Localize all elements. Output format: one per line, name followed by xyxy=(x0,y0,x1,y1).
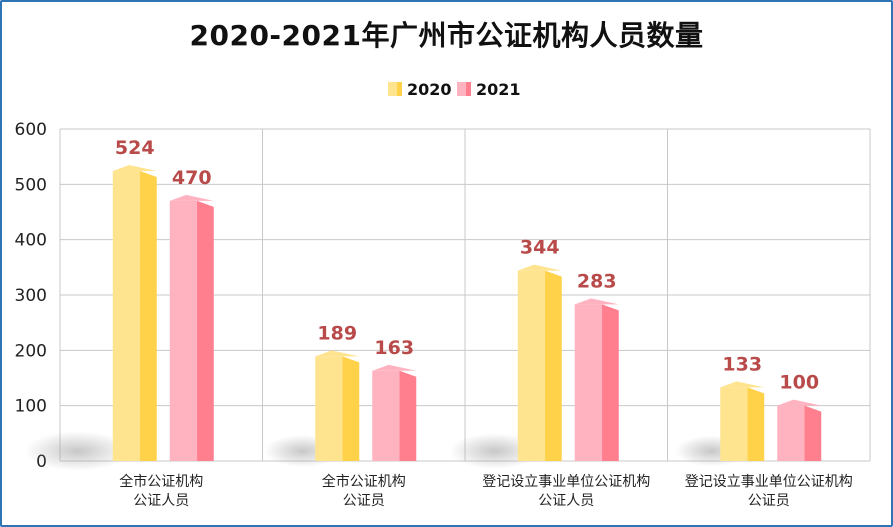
bar-2020-top xyxy=(720,381,765,388)
data-label: 524 xyxy=(115,137,155,159)
y-tick-label: 100 xyxy=(15,397,47,417)
bar-2021-front xyxy=(574,304,603,461)
bar-2021-top xyxy=(372,364,417,371)
y-tick-label: 300 xyxy=(15,286,47,306)
chart-title: 2020-2021年广州市公证机构人员数量 xyxy=(189,19,704,52)
bar-2021-front xyxy=(777,405,805,461)
bar-2020-front xyxy=(517,270,546,461)
data-label: 163 xyxy=(374,337,414,359)
data-label: 133 xyxy=(722,353,762,375)
y-tick-label: 500 xyxy=(15,175,47,195)
data-label: 470 xyxy=(172,167,212,189)
y-tick-label: 400 xyxy=(15,231,47,251)
x-category-label: 公证人员 xyxy=(133,493,189,509)
x-category-label: 全市公证机构 xyxy=(322,473,406,490)
bar-2020-front xyxy=(720,387,748,461)
y-tick-label: 600 xyxy=(15,120,47,140)
bar-2020-front xyxy=(112,171,141,461)
legend-label: 2020 xyxy=(407,80,452,99)
bar-2020-side xyxy=(747,387,765,461)
bar-2021-side xyxy=(804,405,822,461)
bar-2021-top xyxy=(574,298,619,305)
bar-2021-front xyxy=(372,370,400,461)
x-category-label: 公证员 xyxy=(343,493,385,509)
x-category-label: 登记设立事业单位公证机构 xyxy=(685,474,853,490)
bar-2020-front xyxy=(315,356,343,461)
bar-2020-side xyxy=(342,356,360,461)
legend-label: 2021 xyxy=(476,80,521,99)
bar-2020-top xyxy=(517,264,562,271)
bar-2020-side xyxy=(545,270,562,461)
x-category-label: 全市公证机构 xyxy=(119,473,203,490)
data-label: 344 xyxy=(520,237,560,259)
bar-2021-side xyxy=(602,304,619,461)
bar-2020-side xyxy=(140,171,157,461)
x-category-label: 登记设立事业单位公证机构 xyxy=(482,474,650,490)
data-label: 100 xyxy=(779,372,819,394)
bar-shadow xyxy=(449,433,541,469)
data-label: 189 xyxy=(317,322,357,344)
bar-2021-front xyxy=(169,200,198,461)
bar-2021-top xyxy=(777,399,822,406)
bar-2021-side xyxy=(197,200,214,461)
x-category-label: 公证员 xyxy=(748,493,790,509)
legend-swatch-2021 xyxy=(457,82,466,96)
legend-swatch-side-2020 xyxy=(397,82,402,96)
y-tick-label: 200 xyxy=(15,341,47,361)
bar-2021-top xyxy=(169,194,214,201)
bar-shadow xyxy=(24,431,132,471)
bar-2021-side xyxy=(399,370,417,461)
x-category-label: 公证人员 xyxy=(538,493,594,509)
data-label: 283 xyxy=(577,270,617,292)
bar-2020-top xyxy=(315,350,360,357)
bar-2020-top xyxy=(112,165,157,172)
legend-swatch-side-2021 xyxy=(466,82,471,96)
legend-swatch-2020 xyxy=(388,82,397,96)
